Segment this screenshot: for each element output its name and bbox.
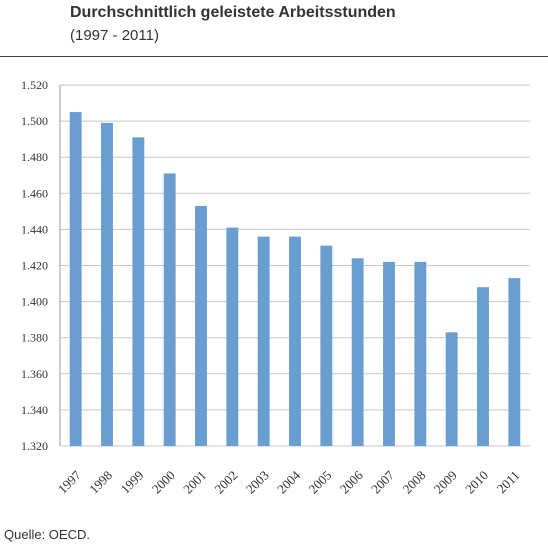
x-tick-label: 2005 — [305, 468, 334, 497]
bar-1998 — [101, 122, 113, 446]
x-tick-label: 2004 — [274, 467, 303, 496]
y-tick-label: 1.320 — [21, 439, 48, 453]
y-tick-label: 1.400 — [21, 295, 48, 309]
x-tick-label: 2011 — [494, 468, 523, 497]
title-divider — [0, 56, 548, 57]
x-tick-label: 2006 — [337, 467, 366, 496]
x-tick-label: 2008 — [399, 468, 428, 497]
y-tick-label: 1.520 — [21, 78, 48, 92]
x-tick-label: 2001 — [180, 468, 209, 497]
bar-2004 — [289, 236, 301, 446]
bar-1997 — [69, 112, 82, 446]
bar-2001 — [195, 205, 207, 446]
bar-2002 — [226, 227, 239, 446]
bar-2000 — [163, 173, 176, 446]
bar-2011 — [508, 278, 521, 446]
bar-2005 — [320, 245, 333, 446]
x-tick-label: 2007 — [368, 467, 397, 496]
bar-2009 — [445, 332, 458, 446]
bar-2010 — [477, 287, 489, 446]
x-tick-label: 2000 — [149, 468, 178, 497]
bar-2006 — [351, 258, 364, 446]
y-tick-label: 1.460 — [21, 186, 48, 200]
y-tick-label: 1.360 — [21, 367, 48, 381]
x-tick-label: 2010 — [462, 468, 491, 497]
x-tick-label: 2003 — [243, 468, 272, 497]
bar-chart: 1.320 1.340 1.360 1.380 1.400 1.420 1.440 1.460… — [21, 78, 530, 497]
bar-1999 — [132, 137, 145, 446]
y-tick-label: 1.420 — [21, 259, 48, 273]
chart-subtitle: (1997 - 2011) — [70, 27, 159, 44]
y-tick-label: 1.340 — [21, 403, 48, 417]
bar-2007 — [383, 261, 395, 446]
chart-title: Durchschnittlich geleistete Arbeitsstund… — [70, 4, 396, 21]
x-tick-label: 1998 — [86, 468, 115, 497]
y-tick-label: 1.440 — [21, 222, 48, 236]
y-tick-label: 1.480 — [21, 150, 48, 164]
x-tick-label: 2009 — [431, 468, 460, 497]
x-tick-label: 1997 — [55, 467, 84, 496]
y-tick-label: 1.380 — [21, 331, 48, 345]
x-tick-label: 1999 — [117, 468, 146, 497]
bar-2008 — [414, 261, 427, 446]
source-note: Quelle: OECD. — [4, 527, 90, 542]
x-tick-label: 2002 — [211, 468, 240, 497]
y-tick-label: 1.500 — [21, 114, 48, 128]
bar-2003 — [257, 236, 270, 446]
